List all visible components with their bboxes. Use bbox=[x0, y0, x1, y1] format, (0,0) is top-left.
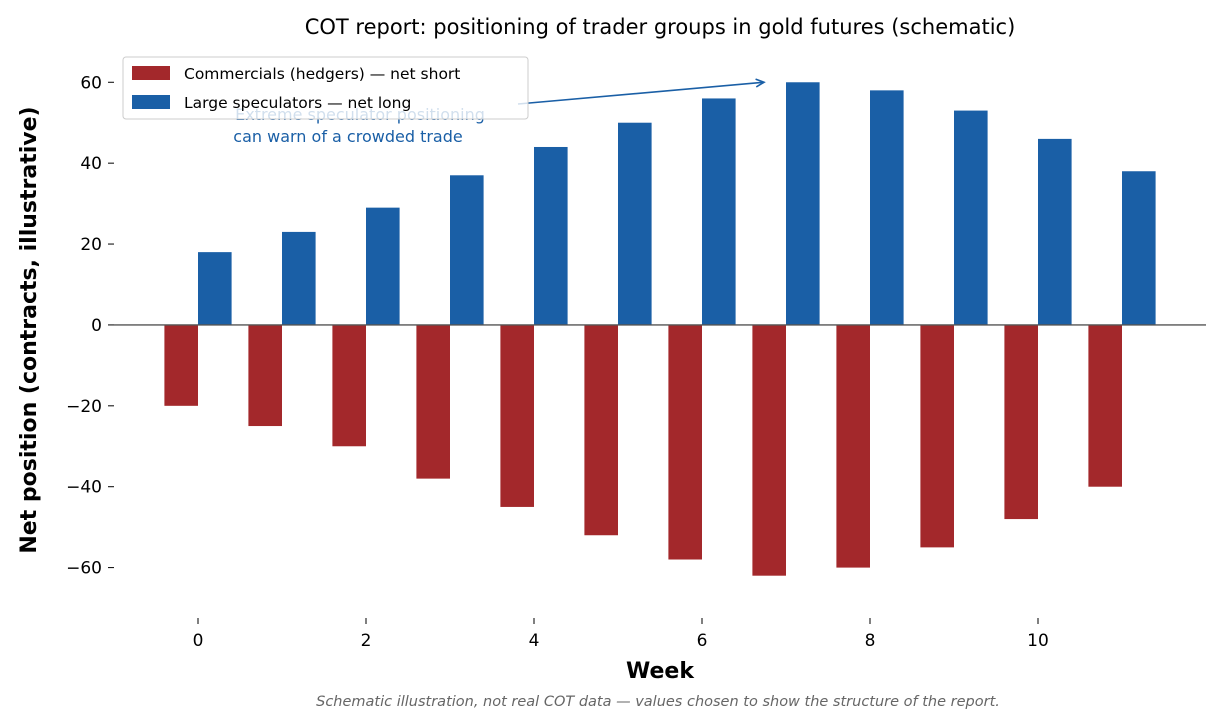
legend-label-commercials: Commercials (hedgers) — net short bbox=[184, 65, 460, 83]
bar-speculators-week-6 bbox=[702, 98, 736, 325]
bar-commercials-week-10 bbox=[1004, 324, 1038, 520]
x-axis-ticks: 0 2 4 6 8 10 bbox=[193, 618, 1049, 651]
x-tick-label: 2 bbox=[361, 631, 372, 651]
annotation-arrowhead bbox=[755, 78, 766, 88]
x-axis-label: Week bbox=[626, 659, 695, 684]
annotation-line-2: can warn of a crowded trade bbox=[233, 127, 462, 146]
annotation-arrow bbox=[517, 81, 765, 105]
x-tick-label: 0 bbox=[193, 631, 204, 651]
chart-title: COT report: positioning of trader groups… bbox=[305, 15, 1016, 39]
y-tick-label: 0 bbox=[91, 316, 102, 336]
legend-swatch-speculators bbox=[132, 95, 170, 109]
bar-commercials-week-11 bbox=[1088, 324, 1122, 487]
y-axis-label: Net position (contracts, illustrative) bbox=[17, 106, 42, 553]
bar-speculators-week-0 bbox=[198, 252, 232, 325]
bar-commercials-week-6 bbox=[668, 324, 702, 560]
bar-speculators-week-8 bbox=[870, 90, 904, 325]
bar-speculators-week-4 bbox=[534, 146, 568, 325]
bar-speculators-week-9 bbox=[954, 110, 988, 325]
y-tick-label: −60 bbox=[66, 559, 102, 579]
legend: Commercials (hedgers) — net short Large … bbox=[122, 56, 529, 120]
x-tick-label: 10 bbox=[1027, 631, 1049, 651]
bar-speculators-week-10 bbox=[1038, 138, 1072, 325]
bar-commercials-week-2 bbox=[332, 324, 366, 447]
bar-commercials-week-5 bbox=[584, 324, 618, 536]
y-axis-ticks: −60 −40 −20 0 20 40 60 bbox=[66, 73, 114, 579]
x-tick-label: 6 bbox=[697, 631, 708, 651]
legend-swatch-commercials bbox=[132, 66, 170, 80]
bar-commercials-week-7 bbox=[752, 324, 786, 576]
bar-commercials-week-4 bbox=[500, 324, 534, 507]
bar-commercials-week-1 bbox=[248, 324, 282, 427]
x-tick-label: 8 bbox=[865, 631, 876, 651]
bar-speculators-week-7 bbox=[786, 82, 820, 325]
bar-commercials-week-8 bbox=[836, 324, 870, 568]
y-tick-label: −40 bbox=[66, 478, 102, 498]
y-tick-label: 20 bbox=[80, 235, 102, 255]
bar-speculators-week-11 bbox=[1122, 171, 1156, 325]
y-tick-label: 40 bbox=[80, 154, 102, 174]
y-tick-label: −20 bbox=[66, 397, 102, 417]
footnote: Schematic illustration, not real COT dat… bbox=[316, 694, 1000, 710]
x-tick-label: 4 bbox=[529, 631, 540, 651]
bar-commercials-week-9 bbox=[920, 324, 954, 548]
bar-speculators-week-2 bbox=[366, 207, 400, 325]
bars-layer bbox=[164, 82, 1156, 576]
legend-label-speculators: Large speculators — net long bbox=[184, 94, 411, 112]
bar-commercials-week-3 bbox=[416, 324, 450, 479]
bar-speculators-week-1 bbox=[282, 231, 316, 325]
y-tick-label: 60 bbox=[80, 73, 102, 93]
bar-commercials-week-0 bbox=[164, 324, 198, 406]
bar-speculators-week-3 bbox=[450, 175, 484, 325]
legend-box bbox=[122, 56, 529, 120]
bar-speculators-week-5 bbox=[618, 122, 652, 325]
